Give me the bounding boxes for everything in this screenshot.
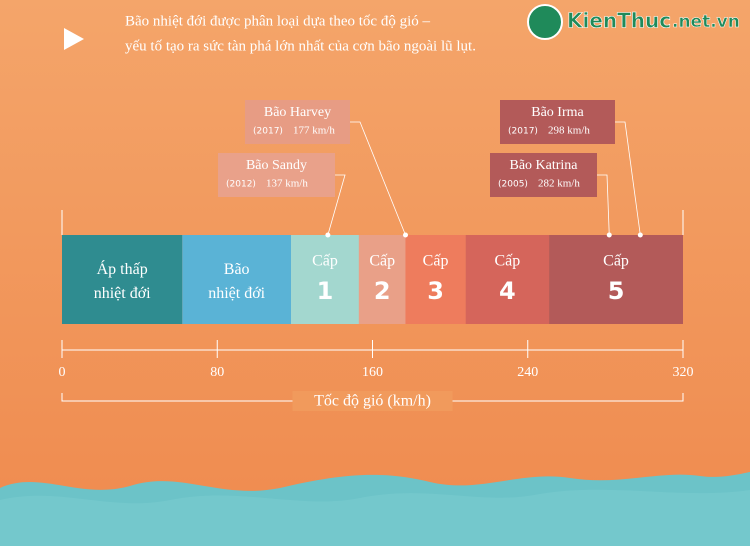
storm-marker [637,232,643,238]
play-icon [64,28,84,50]
storm-marker [606,232,612,238]
segment-label: Cấp [603,253,629,270]
segment-label: Áp thấp nhiệt đới [94,259,151,302]
leader-line [615,121,641,236]
segment-level: 5 [608,277,625,305]
storm-value: 137 km/h [266,178,308,190]
storm-value: 282 km/h [538,178,580,190]
storm-box [245,100,350,144]
watermark-domain: .net.vn [672,12,740,32]
segment-label: Cấp [369,253,395,270]
segment-label: Cấp [494,253,520,270]
segment-label: Cấp [423,253,449,270]
storm-year: (2012) [226,180,256,190]
leader-line [327,174,346,236]
storm-box [490,153,597,197]
storm-year: (2005) [498,180,528,190]
axis-label-bg [292,391,453,411]
segment [358,235,406,324]
x-tick-label: 240 [517,365,538,380]
segment-label: Cấp [312,253,338,270]
segment [549,235,683,324]
storm-box [500,100,615,144]
wave [0,489,750,546]
watermark: KienThuc [567,9,671,33]
storm-name: Bão Katrina [509,158,578,173]
logo-icon [527,4,563,40]
storm-year: (2017) [508,127,538,137]
storm-value: 177 km/h [293,125,335,137]
leader-line [597,174,610,236]
segment-level: 3 [427,277,444,305]
x-tick-label: 320 [673,365,694,380]
segment-level: 1 [317,277,334,305]
storm-marker [325,232,331,238]
segment [405,235,466,324]
segment [182,235,291,324]
segment [62,235,183,324]
storm-name: Bão Sandy [246,158,307,173]
x-tick-label: 160 [362,365,383,380]
storm-marker [402,232,408,238]
x-tick-label: 0 [59,365,66,380]
title: Bão nhiệt đới được phân loại dựa theo tố… [125,13,430,29]
storm-value: 298 km/h [548,125,590,137]
segment-level: 4 [499,277,516,305]
storm-year: (2017) [253,127,283,137]
x-axis-label: Tốc độ gió (km/h) [314,393,431,410]
storm-name: Bão Irma [531,105,584,120]
leader-line [350,121,406,236]
x-tick-label: 80 [210,365,224,380]
segment-label: Bão nhiệt đới [208,261,265,302]
segment [290,235,359,324]
subtitle: yếu tố tạo ra sức tàn phá lớn nhất của c… [125,38,476,54]
storm-name: Bão Harvey [264,105,331,120]
storm-box [218,153,335,197]
segment-level: 2 [374,277,391,305]
segment [465,235,550,324]
